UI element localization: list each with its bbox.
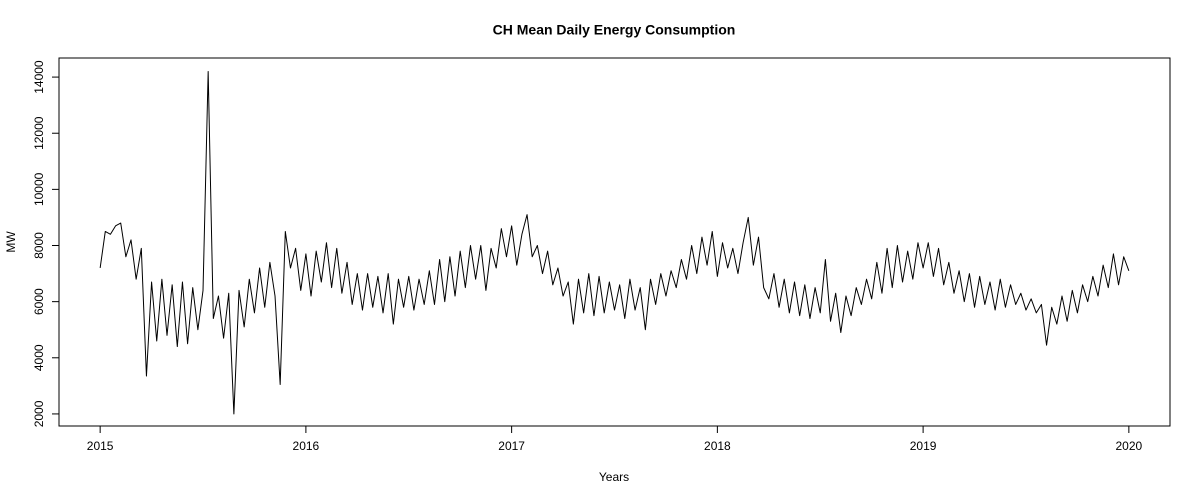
x-tick-label: 2015 (87, 439, 114, 453)
chart-title: CH Mean Daily Energy Consumption (493, 22, 736, 38)
x-axis-label: Years (599, 470, 629, 484)
x-tick-label: 2016 (293, 439, 320, 453)
y-axis-label: MW (4, 231, 18, 253)
data-line (99, 70, 1130, 415)
y-tick-label: 10000 (32, 172, 46, 206)
y-tick-label: 12000 (32, 116, 46, 150)
y-tick-label: 14000 (32, 60, 46, 94)
y-tick-label: 6000 (32, 288, 46, 315)
y-tick-label: 4000 (32, 344, 46, 371)
x-tick-label: 2020 (1116, 439, 1143, 453)
y-tick-label: 2000 (32, 400, 46, 427)
x-tick-label: 2017 (498, 439, 525, 453)
y-tick-label: 8000 (32, 232, 46, 259)
x-tick-label: 2019 (910, 439, 937, 453)
x-tick-label: 2018 (704, 439, 731, 453)
plot-frame (58, 57, 1171, 427)
